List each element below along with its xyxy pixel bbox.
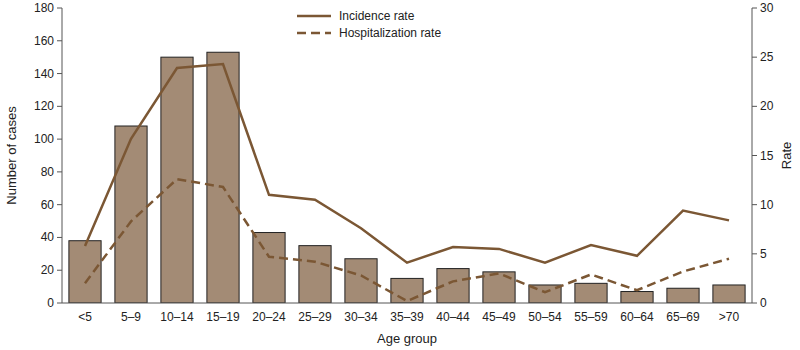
tick (57, 270, 62, 271)
bar (69, 241, 101, 303)
tick-label: 80 (41, 165, 55, 179)
legend-label: Incidence rate (339, 9, 415, 23)
bar (621, 292, 653, 303)
bar (253, 233, 285, 303)
tick-label: 20 (41, 263, 55, 277)
tick (57, 106, 62, 107)
y-axis-title: Number of cases (4, 106, 19, 205)
tick (57, 139, 62, 140)
category-label: 60–64 (620, 310, 654, 324)
tick-label: 20 (760, 99, 774, 113)
tick-label: 160 (34, 34, 54, 48)
tick (57, 8, 62, 9)
y-axis (62, 8, 63, 303)
tick-label: 120 (34, 99, 54, 113)
tick (752, 303, 757, 304)
bar (207, 52, 239, 303)
bar (483, 272, 515, 303)
tick (57, 73, 62, 74)
tick-label: 0 (47, 296, 54, 310)
tick-label: 5 (760, 247, 767, 261)
tick-label: 30 (760, 1, 774, 15)
line (85, 179, 729, 301)
tick (57, 171, 62, 172)
x-axis (62, 303, 752, 304)
tick-label: 40 (41, 230, 55, 244)
category-label: 10–14 (160, 310, 194, 324)
category-label: <5 (78, 310, 92, 324)
tick-label: 15 (760, 149, 774, 163)
x-axis-title: Age group (377, 331, 437, 346)
bar (115, 126, 147, 303)
category-label: 55–59 (574, 310, 608, 324)
tick (752, 253, 757, 254)
tick (752, 204, 757, 205)
tick-label: 0 (760, 296, 767, 310)
category-label: 35–39 (390, 310, 424, 324)
bar (391, 278, 423, 303)
category-label: 30–34 (344, 310, 378, 324)
legend-key (297, 15, 331, 18)
tick (57, 237, 62, 238)
bar (713, 285, 745, 303)
category-label: 50–54 (528, 310, 562, 324)
legend: Incidence rate Hospitalization rate (297, 9, 441, 40)
tick-label: 60 (41, 198, 55, 212)
legend-label: Hospitalization rate (339, 26, 441, 40)
category-label: 25–29 (298, 310, 332, 324)
tick (57, 204, 62, 205)
tick (57, 40, 62, 41)
category-label: 5–9 (121, 310, 141, 324)
tick (57, 303, 62, 304)
legend-key (297, 32, 331, 35)
tick (752, 155, 757, 156)
bar (161, 57, 193, 303)
tick (752, 106, 757, 107)
bar (575, 283, 607, 303)
category-label: 40–44 (436, 310, 470, 324)
category-label: 20–24 (252, 310, 286, 324)
bar (299, 246, 331, 303)
bar (667, 288, 699, 303)
tick-label: 25 (760, 50, 774, 64)
bar (345, 259, 377, 303)
category-label: 15–19 (206, 310, 240, 324)
tick-label: 100 (34, 132, 54, 146)
category-label: 45–49 (482, 310, 516, 324)
chart: 0 20 40 60 80 100 120 140 160 180 0 5 10 15 20 25 30 <5 5–… (0, 0, 800, 350)
category-label: >70 (719, 310, 740, 324)
tick (752, 8, 757, 9)
tick-label: 140 (34, 67, 54, 81)
y2-axis-title: Rate (779, 142, 794, 169)
tick-label: 10 (760, 198, 774, 212)
line (85, 64, 729, 263)
plot-area (69, 52, 745, 303)
category-label: 65–69 (666, 310, 700, 324)
tick (752, 57, 757, 58)
tick-label: 180 (34, 1, 54, 15)
